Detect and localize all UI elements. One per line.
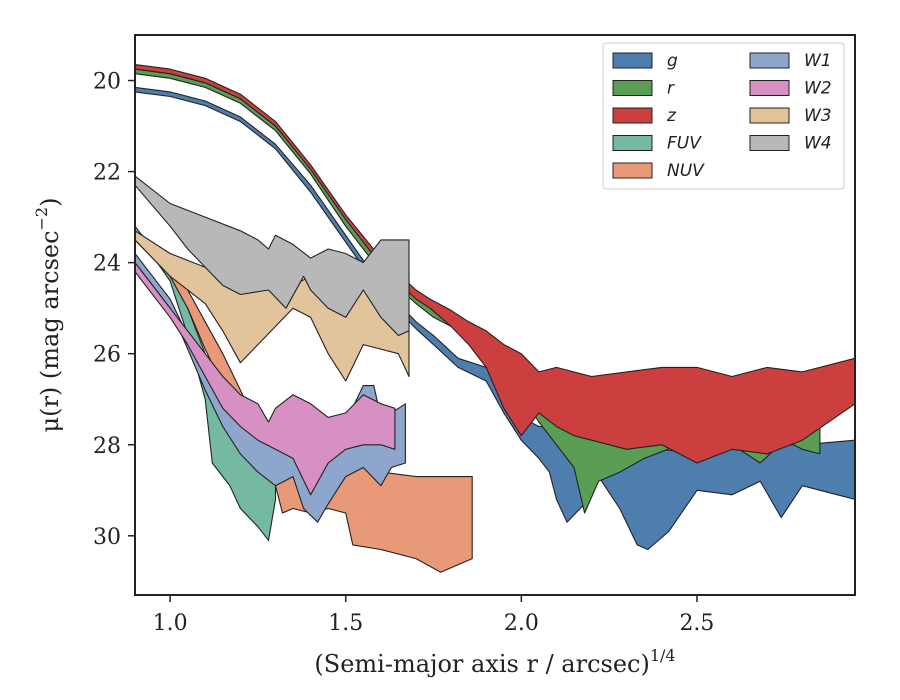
- legend-swatch: [612, 52, 653, 69]
- legend-label: W3: [804, 106, 832, 126]
- legend-label: r: [667, 79, 675, 99]
- x-axis-title-superscript: 1/4: [650, 646, 676, 665]
- y-axis: 20 22 24 26 28 30: [93, 70, 135, 550]
- legend-item-fuv: FUV: [612, 134, 702, 154]
- plot-frame: [134, 34, 856, 596]
- legend-swatch: [749, 135, 790, 151]
- legend-item-w2: W2: [749, 79, 832, 99]
- legend-swatch: [749, 52, 790, 69]
- legend-swatch: [612, 80, 653, 96]
- y-tick-label: 24: [93, 252, 121, 277]
- y-tick-label: 28: [93, 434, 121, 459]
- legend-swatch: [749, 80, 790, 96]
- x-axis-title: (Semi-major axis r / arcsec)1/4: [314, 646, 675, 678]
- legend-item-w1: W1: [749, 51, 832, 71]
- legend-item-nuv: NUV: [612, 161, 705, 181]
- x-axis-title-text: (Semi-major axis r / arcsec): [314, 650, 649, 678]
- legend-swatch: [749, 107, 790, 124]
- y-axis-title-text: μ(r) (mag arcsec: [36, 230, 64, 432]
- legend-item-w3: W3: [749, 106, 832, 126]
- legend-item-g: g: [612, 51, 678, 71]
- legend-label: W4: [804, 134, 832, 154]
- legend-item-r: r: [612, 79, 675, 99]
- y-axis-title: μ(r) (mag arcsec−2): [32, 198, 64, 433]
- series-layer: [135, 64, 855, 573]
- y-axis-title-close: ): [36, 198, 64, 207]
- legend-swatch: [612, 135, 653, 151]
- legend-item-z: z: [612, 106, 677, 126]
- x-tick-label: 1.0: [153, 611, 188, 636]
- y-tick-label: 22: [93, 161, 121, 186]
- legend-label: W1: [804, 51, 832, 71]
- legend-label: W2: [804, 79, 832, 99]
- legend: grz FUV NUV W1 W2 W3 W4: [602, 42, 845, 190]
- band-g: [135, 86, 855, 551]
- legend-swatch: [612, 107, 653, 124]
- band-w4: [135, 175, 410, 337]
- legend-swatch: [612, 162, 653, 179]
- x-tick-label: 1.5: [328, 611, 363, 636]
- legend-item-w4: W4: [749, 134, 832, 154]
- band-w2: [135, 262, 396, 496]
- legend-label: FUV: [667, 134, 702, 154]
- y-tick-label: 20: [93, 70, 121, 95]
- legend-label: z: [666, 106, 677, 126]
- y-tick-label: 26: [93, 343, 121, 368]
- x-axis: 1.0 1.5 2.0 2.5: [153, 595, 714, 636]
- y-axis-title-superscript: −2: [32, 207, 51, 231]
- x-tick-label: 2.0: [504, 611, 539, 636]
- legend-label: NUV: [667, 161, 705, 181]
- x-tick-label: 2.5: [679, 611, 714, 636]
- legend-box: [602, 42, 845, 190]
- legend-label: g: [667, 51, 678, 71]
- y-tick-label: 30: [93, 525, 121, 550]
